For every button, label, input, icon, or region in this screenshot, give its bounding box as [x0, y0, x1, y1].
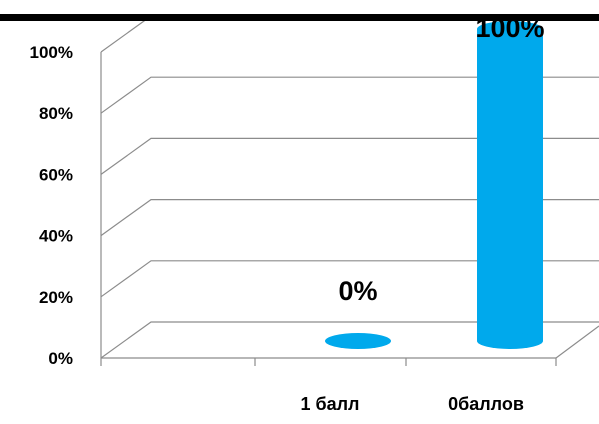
gridline-40 [100, 199, 599, 237]
x-axis-category-labels: 1 балл 0баллов [300, 394, 523, 414]
floor-right-edge [555, 325, 599, 359]
gridline-80 [100, 76, 599, 114]
gridline-60 [100, 137, 599, 175]
y-tick-label-100: 100% [30, 43, 73, 62]
data-label-1: 0% [338, 276, 377, 306]
y-tick-label-40: 40% [39, 227, 73, 246]
gridline-0 [100, 321, 599, 359]
bar-2 [477, 21, 543, 349]
y-tick-label-80: 80% [39, 104, 73, 123]
bar-body-2 [477, 29, 543, 341]
y-tick-label-0: 0% [48, 349, 73, 368]
category-label-2: 0баллов [448, 394, 524, 414]
bars [325, 21, 543, 349]
bar-1 [325, 333, 391, 349]
bar-base-2 [477, 333, 543, 349]
bar-top-2 [477, 21, 543, 37]
y-axis-tick-labels: 0% 20% 40% 60% 80% 100% [30, 43, 73, 368]
y-tick-label-20: 20% [39, 288, 73, 307]
category-label-1: 1 балл [300, 394, 359, 414]
gridline-20 [100, 260, 599, 298]
top-border-line [0, 14, 599, 21]
bar-disc-1 [325, 333, 391, 349]
y-tick-label-60: 60% [39, 165, 73, 184]
axes [100, 52, 599, 366]
